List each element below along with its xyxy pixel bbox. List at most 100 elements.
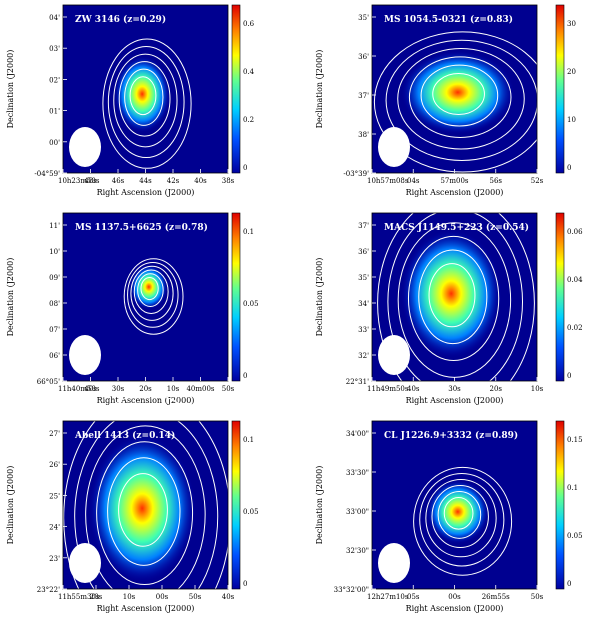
y-axis-label: Declination (J2000) <box>315 466 324 545</box>
y-axis-label: Declination (J2000) <box>6 258 15 337</box>
y-tick-label: -03°39' <box>343 170 369 178</box>
colorbar-tick-label: 0 <box>243 164 247 172</box>
panel-title: CL J1226.9+3332 (z=0.89) <box>384 430 518 441</box>
x-tick-label: 11h55m30s <box>58 593 100 601</box>
x-tick-label: 46s <box>112 177 125 185</box>
x-tick-label: 05s <box>407 593 420 601</box>
x-tick-label: 00s <box>448 593 461 601</box>
cluster-emission <box>401 50 515 134</box>
sz-contour <box>373 31 552 173</box>
y-tick-label: 09' <box>49 274 60 282</box>
panel-4-colorbar <box>555 212 565 382</box>
x-axis-label: Right Ascension (J2000) <box>97 188 195 197</box>
x-tick-label: 48s <box>84 177 97 185</box>
y-tick-label: 33' <box>358 326 369 334</box>
x-tick-label: 12h27m10s <box>367 593 409 601</box>
sz-contour <box>437 491 482 539</box>
y-tick-label: 33°32'00" <box>334 586 369 594</box>
panel-title: MS 1137.5+6625 (z=0.78) <box>75 222 208 233</box>
y-tick-label: 10' <box>49 248 60 256</box>
sz-contour <box>102 38 192 169</box>
y-tick-label: 02' <box>49 76 60 84</box>
x-axis-label: Right Ascension (J2000) <box>406 604 504 613</box>
x-tick-label: 04s <box>407 177 420 185</box>
x-tick-label: 10s <box>531 385 544 393</box>
x-axis-label: Right Ascension (J2000) <box>97 604 195 613</box>
sz-contour <box>425 478 497 558</box>
x-tick-label: 40s <box>407 385 420 393</box>
y-tick-label: 36' <box>358 53 369 61</box>
y-tick-label: 23' <box>49 555 60 563</box>
panel-1-colorbar <box>231 4 241 174</box>
sz-contour <box>74 409 219 624</box>
x-tick-label: 56s <box>490 177 503 185</box>
panel-6-colorbar <box>555 420 565 590</box>
sz-contour <box>113 53 178 148</box>
y-tick-label: 37' <box>358 222 369 230</box>
x-tick-label: 42s <box>167 177 180 185</box>
colorbar-tick-label: 30 <box>567 20 576 28</box>
x-tick-label: 40s <box>84 385 97 393</box>
panel-5: Abell 1413 (z=0.14) Declination (J2000) Ri… <box>6 393 259 627</box>
panel-3-colorbar <box>231 212 241 382</box>
x-tick-label: 00s <box>156 593 169 601</box>
panel-2: MS 1054.5-0321 (z=0.83) Declination (J200… <box>315 4 576 197</box>
panel-frame <box>62 420 229 590</box>
x-tick-label: 38s <box>222 177 235 185</box>
sz-contour <box>377 194 535 412</box>
cluster-emission <box>426 479 490 544</box>
colorbar-tick-label: 0.4 <box>243 68 255 76</box>
sz-contour <box>130 265 174 321</box>
y-tick-label: 01' <box>49 108 60 116</box>
sz-contour <box>137 273 164 308</box>
y-tick-label: 04' <box>49 14 60 22</box>
y-tick-label: 66°05' <box>37 378 60 386</box>
sz-contour <box>420 64 499 127</box>
panel-title: ZW 3146 (z=0.29) <box>75 14 166 25</box>
colorbar-tick-label: 0.05 <box>243 508 259 516</box>
beam-ellipse <box>69 543 101 583</box>
panel-4: MACS J1149.5+223 (z=0.54) Declination (J2… <box>315 194 583 412</box>
colorbar-tick-label: 20 <box>567 68 576 76</box>
y-tick-label: 22°31' <box>346 378 369 386</box>
x-tick-label: 26m55s <box>482 593 510 601</box>
y-tick-label: 34' <box>358 300 369 308</box>
x-tick-label: 30s <box>448 385 461 393</box>
x-axis-label: Right Ascension (J2000) <box>406 396 504 405</box>
y-tick-label: 03' <box>49 45 60 53</box>
panel-title: MACS J1149.5+223 (z=0.54) <box>384 222 529 233</box>
x-axis-label: Right Ascension (J2000) <box>97 396 195 405</box>
x-tick-label: 40s <box>194 177 207 185</box>
sz-contour <box>85 425 206 605</box>
x-tick-label: 44s <box>139 177 152 185</box>
x-axis-label: Right Ascension (J2000) <box>406 188 504 197</box>
panel-title: MS 1054.5-0321 (z=0.83) <box>384 14 513 25</box>
colorbar-tick-label: 0.2 <box>243 116 254 124</box>
panel-5-colorbar <box>231 420 241 590</box>
sz-contour <box>387 208 524 395</box>
y-tick-label: 35' <box>358 14 369 22</box>
colorbar-tick-label: 0.05 <box>567 532 583 540</box>
y-tick-label: 11' <box>49 222 60 230</box>
beam-ellipse <box>378 335 410 375</box>
y-tick-label: 32'30" <box>346 547 369 555</box>
y-tick-label: 38' <box>358 131 369 139</box>
x-tick-label: 40s <box>222 593 235 601</box>
y-tick-label: 26' <box>49 461 60 469</box>
colorbar-tick-label: 0.05 <box>243 300 259 308</box>
y-tick-label: 27' <box>49 430 60 438</box>
colorbar-tick-label: 0.06 <box>567 228 583 236</box>
y-tick-label: 08' <box>49 300 60 308</box>
colorbar-tick-label: 0.6 <box>243 20 255 28</box>
sz-contour <box>107 46 185 159</box>
sz-contour <box>431 484 489 549</box>
colorbar-tick-label: 0.02 <box>567 324 583 332</box>
colorbar-tick-label: 0 <box>567 580 571 588</box>
colorbar-tick-label: 0.15 <box>567 436 583 444</box>
x-tick-label: 10h23m50s <box>58 177 100 185</box>
colorbar-tick-label: 0 <box>567 372 571 380</box>
sz-contour <box>443 497 474 530</box>
sz-contour <box>385 39 539 162</box>
sz-contour <box>397 48 525 150</box>
